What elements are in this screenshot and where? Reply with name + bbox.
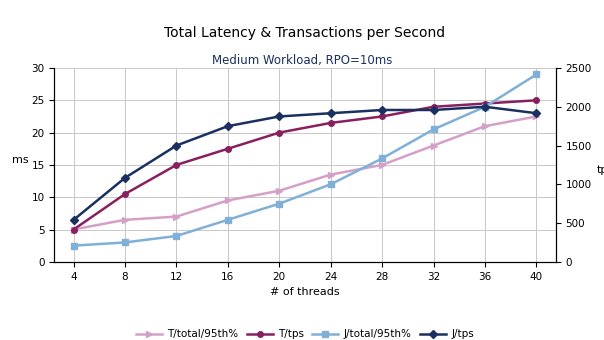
J/total/95th% xyxy=(430,128,437,132)
J/tps xyxy=(430,108,437,112)
J/total/95th% xyxy=(275,202,283,206)
T/tps xyxy=(70,227,77,232)
T/total/95th% xyxy=(224,199,231,203)
T/total/95th% xyxy=(173,215,180,219)
J/total/95th% xyxy=(533,72,540,76)
J/total/95th% xyxy=(224,218,231,222)
T/tps xyxy=(275,131,283,135)
J/total/95th% xyxy=(481,105,489,109)
T/tps xyxy=(379,114,386,119)
T/tps xyxy=(173,163,180,167)
T/tps xyxy=(533,98,540,102)
T/total/95th% xyxy=(430,143,437,148)
Legend: T/total/95th%, T/tps, J/total/95th%, J/tps: T/total/95th%, T/tps, J/total/95th%, J/t… xyxy=(132,325,478,340)
Line: T/total/95th%: T/total/95th% xyxy=(71,114,539,232)
J/tps xyxy=(121,176,129,180)
X-axis label: # of threads: # of threads xyxy=(270,287,340,297)
Y-axis label: ms: ms xyxy=(12,155,28,165)
J/tps xyxy=(70,218,77,222)
J/tps xyxy=(275,114,283,119)
T/total/95th% xyxy=(327,173,335,177)
T/total/95th% xyxy=(275,189,283,193)
Y-axis label: tps: tps xyxy=(597,165,604,175)
J/tps xyxy=(173,143,180,148)
J/total/95th% xyxy=(70,243,77,248)
Line: J/tps: J/tps xyxy=(71,104,539,223)
J/tps xyxy=(379,108,386,112)
T/total/95th% xyxy=(70,227,77,232)
J/total/95th% xyxy=(173,234,180,238)
T/total/95th% xyxy=(379,163,386,167)
T/total/95th% xyxy=(121,218,129,222)
T/total/95th% xyxy=(533,114,540,119)
T/tps xyxy=(327,121,335,125)
T/tps xyxy=(224,147,231,151)
Text: Medium Workload, RPO=10ms: Medium Workload, RPO=10ms xyxy=(212,54,392,67)
J/total/95th% xyxy=(379,156,386,160)
T/tps xyxy=(481,101,489,105)
J/tps xyxy=(224,124,231,128)
T/tps xyxy=(121,192,129,196)
J/tps xyxy=(327,111,335,115)
Line: T/tps: T/tps xyxy=(71,98,539,232)
T/total/95th% xyxy=(481,124,489,128)
T/tps xyxy=(430,105,437,109)
Line: J/total/95th%: J/total/95th% xyxy=(71,72,539,249)
Title: Total Latency & Transactions per Second: Total Latency & Transactions per Second xyxy=(164,27,446,40)
J/tps xyxy=(533,111,540,115)
J/tps xyxy=(481,105,489,109)
J/total/95th% xyxy=(121,240,129,244)
J/total/95th% xyxy=(327,182,335,186)
